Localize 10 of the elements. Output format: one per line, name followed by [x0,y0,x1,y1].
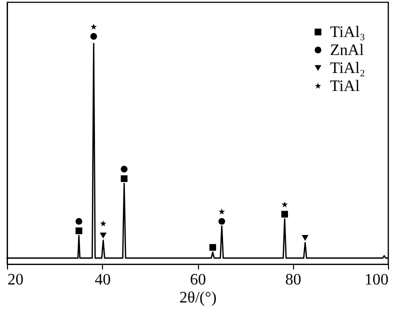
x-axis-title: 2θ/(°) [179,290,217,306]
x-tick-label: 20 [8,272,24,288]
legend-label: TiAl₃ [330,24,366,41]
x-tick-label: 80 [285,272,302,288]
x-tick-label: 60 [190,272,206,288]
x-tick-label: 100 [364,272,388,288]
x-tick-label: 40 [94,272,111,288]
legend-label: TiAl [330,78,360,95]
legend-label: TiAl₂ [330,60,366,77]
legend-label: ZnAl [330,42,364,59]
